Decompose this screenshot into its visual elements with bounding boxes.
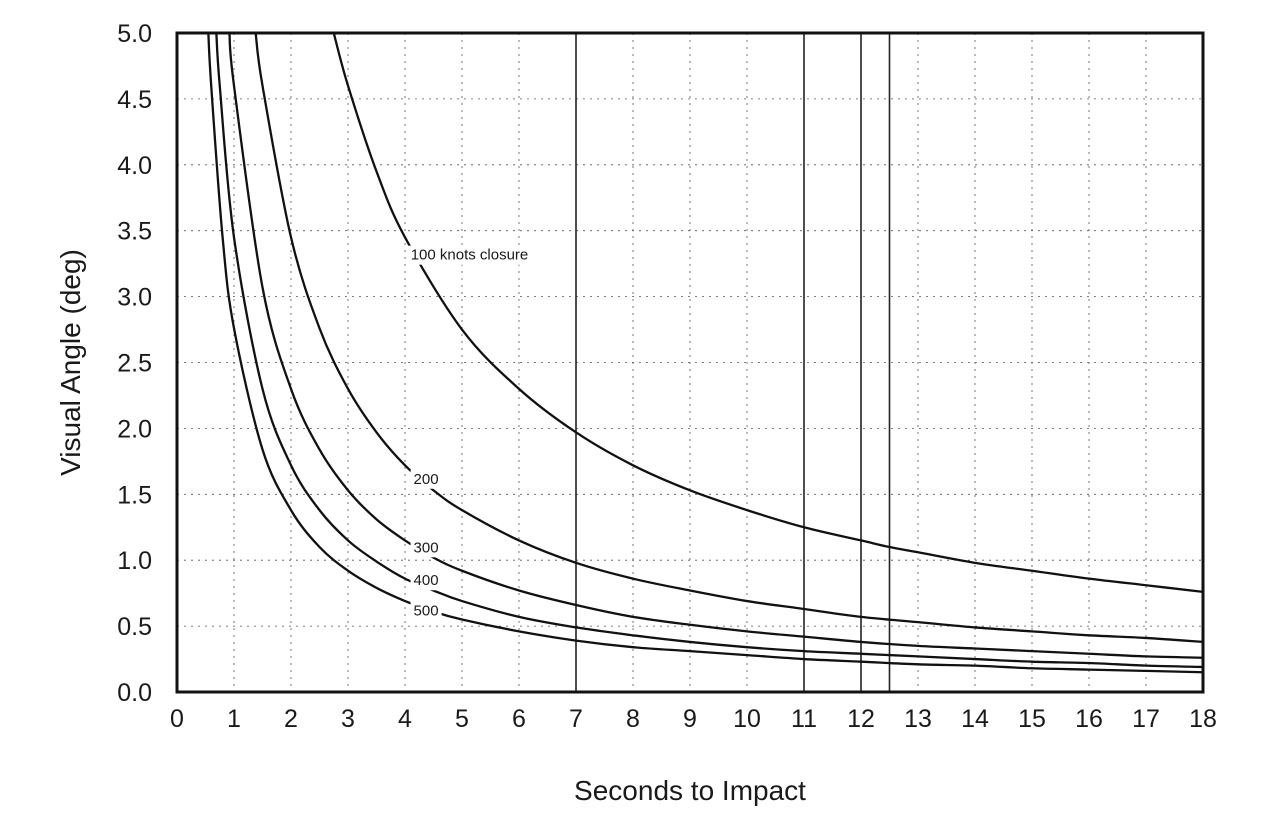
series-label-bg-400 [410, 571, 442, 591]
series-200: 200 [254, 31, 1205, 644]
x-tick-label: 9 [683, 705, 697, 733]
series-label-300: 300 [414, 539, 439, 556]
x-tick-label: 1 [227, 705, 241, 733]
y-tick-label: 1.5 [117, 481, 152, 509]
y-tick-label: 2.0 [117, 415, 152, 443]
series-100: 100 knots closure [332, 31, 1205, 593]
series-label-400: 400 [414, 572, 439, 589]
x-tick-label: 6 [512, 705, 526, 733]
y-tick-label: 4.0 [117, 152, 152, 180]
x-tick-label: 3 [341, 705, 355, 733]
x-tick-label: 4 [398, 705, 412, 733]
series-line-300 [228, 31, 1205, 659]
x-tick-label: 8 [626, 705, 640, 733]
y-tick-label: 1.0 [117, 547, 152, 575]
x-tick-label: 12 [847, 705, 875, 733]
x-tick-label: 5 [455, 705, 469, 733]
series-line-200 [254, 31, 1205, 644]
y-tick-label: 5.0 [117, 20, 152, 48]
x-tick-label: 14 [961, 705, 989, 733]
x-tick-labels: 0 1 2 3 4 5 6 7 8 9 10 11 12 13 14 15 16 17 18 [170, 705, 1217, 733]
x-axis-title: Seconds to Impact [574, 775, 806, 806]
x-tick-label: 17 [1132, 705, 1160, 733]
series-label-100: 100 knots closure [411, 247, 529, 264]
x-tick-label: 7 [569, 705, 583, 733]
y-tick-label: 3.0 [117, 284, 152, 312]
y-tick-label: 2.5 [117, 350, 152, 378]
x-tick-label: 18 [1189, 705, 1217, 733]
series-300: 300 [228, 31, 1205, 659]
series-line-400 [215, 31, 1205, 669]
series-group: 100 knots closure 200 300 400 500 [207, 31, 1205, 674]
y-axis-title: Visual Angle (deg) [55, 249, 86, 476]
x-tick-label: 15 [1018, 705, 1046, 733]
series-line-100 [332, 31, 1205, 593]
series-line-500 [207, 31, 1205, 674]
series-label-bg-300 [410, 538, 442, 558]
series-500: 500 [207, 31, 1205, 674]
plot-frame [175, 31, 1205, 694]
x-tick-label: 10 [733, 705, 761, 733]
y-tick-label: 0.0 [117, 679, 152, 707]
series-label-bg-500 [410, 601, 442, 621]
x-tick-label: 2 [284, 705, 298, 733]
series-label-bg-100 [407, 245, 532, 265]
y-tick-label: 0.5 [117, 613, 152, 641]
reference-lines [575, 33, 891, 692]
series-label-200: 200 [414, 471, 439, 488]
series-400: 400 [215, 31, 1205, 669]
y-tick-label: 4.5 [117, 86, 152, 114]
series-label-500: 500 [414, 603, 439, 620]
x-tick-label: 0 [170, 705, 184, 733]
x-tick-label: 13 [904, 705, 932, 733]
grid [177, 33, 1203, 692]
x-tick-label: 16 [1075, 705, 1103, 733]
y-tick-label: 3.5 [117, 218, 152, 246]
x-tick-label: 11 [791, 705, 817, 733]
series-label-bg-200 [410, 469, 442, 489]
y-tick-labels: 0.0 0.5 1.0 1.5 2.0 2.5 3.0 3.5 4.0 4.5 5.0 [117, 20, 152, 707]
